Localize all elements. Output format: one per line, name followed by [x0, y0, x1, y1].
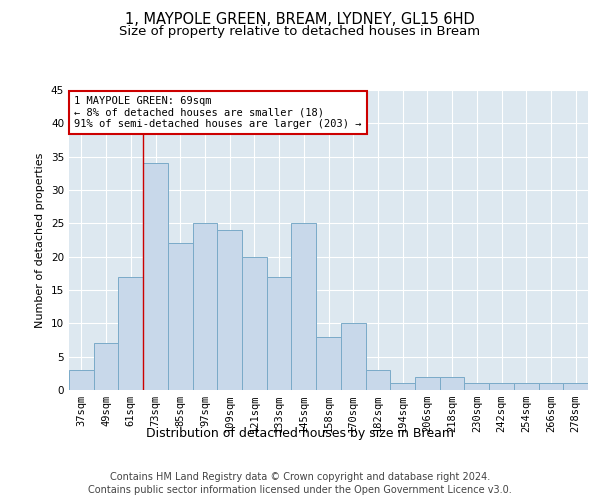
Text: Contains HM Land Registry data © Crown copyright and database right 2024.: Contains HM Land Registry data © Crown c…: [110, 472, 490, 482]
Bar: [267, 276, 292, 390]
Y-axis label: Number of detached properties: Number of detached properties: [35, 152, 46, 328]
Bar: [242, 256, 267, 390]
Bar: [69, 370, 94, 390]
Bar: [94, 344, 118, 390]
Bar: [489, 384, 514, 390]
Bar: [193, 224, 217, 390]
Bar: [168, 244, 193, 390]
Bar: [415, 376, 440, 390]
Text: Size of property relative to detached houses in Bream: Size of property relative to detached ho…: [119, 25, 481, 38]
Bar: [390, 384, 415, 390]
Bar: [118, 276, 143, 390]
Text: 1 MAYPOLE GREEN: 69sqm
← 8% of detached houses are smaller (18)
91% of semi-deta: 1 MAYPOLE GREEN: 69sqm ← 8% of detached …: [74, 96, 362, 129]
Bar: [563, 384, 588, 390]
Bar: [539, 384, 563, 390]
Bar: [440, 376, 464, 390]
Bar: [464, 384, 489, 390]
Bar: [341, 324, 365, 390]
Bar: [217, 230, 242, 390]
Bar: [365, 370, 390, 390]
Bar: [143, 164, 168, 390]
Bar: [316, 336, 341, 390]
Text: 1, MAYPOLE GREEN, BREAM, LYDNEY, GL15 6HD: 1, MAYPOLE GREEN, BREAM, LYDNEY, GL15 6H…: [125, 12, 475, 28]
Bar: [514, 384, 539, 390]
Text: Distribution of detached houses by size in Bream: Distribution of detached houses by size …: [146, 428, 454, 440]
Bar: [292, 224, 316, 390]
Text: Contains public sector information licensed under the Open Government Licence v3: Contains public sector information licen…: [88, 485, 512, 495]
